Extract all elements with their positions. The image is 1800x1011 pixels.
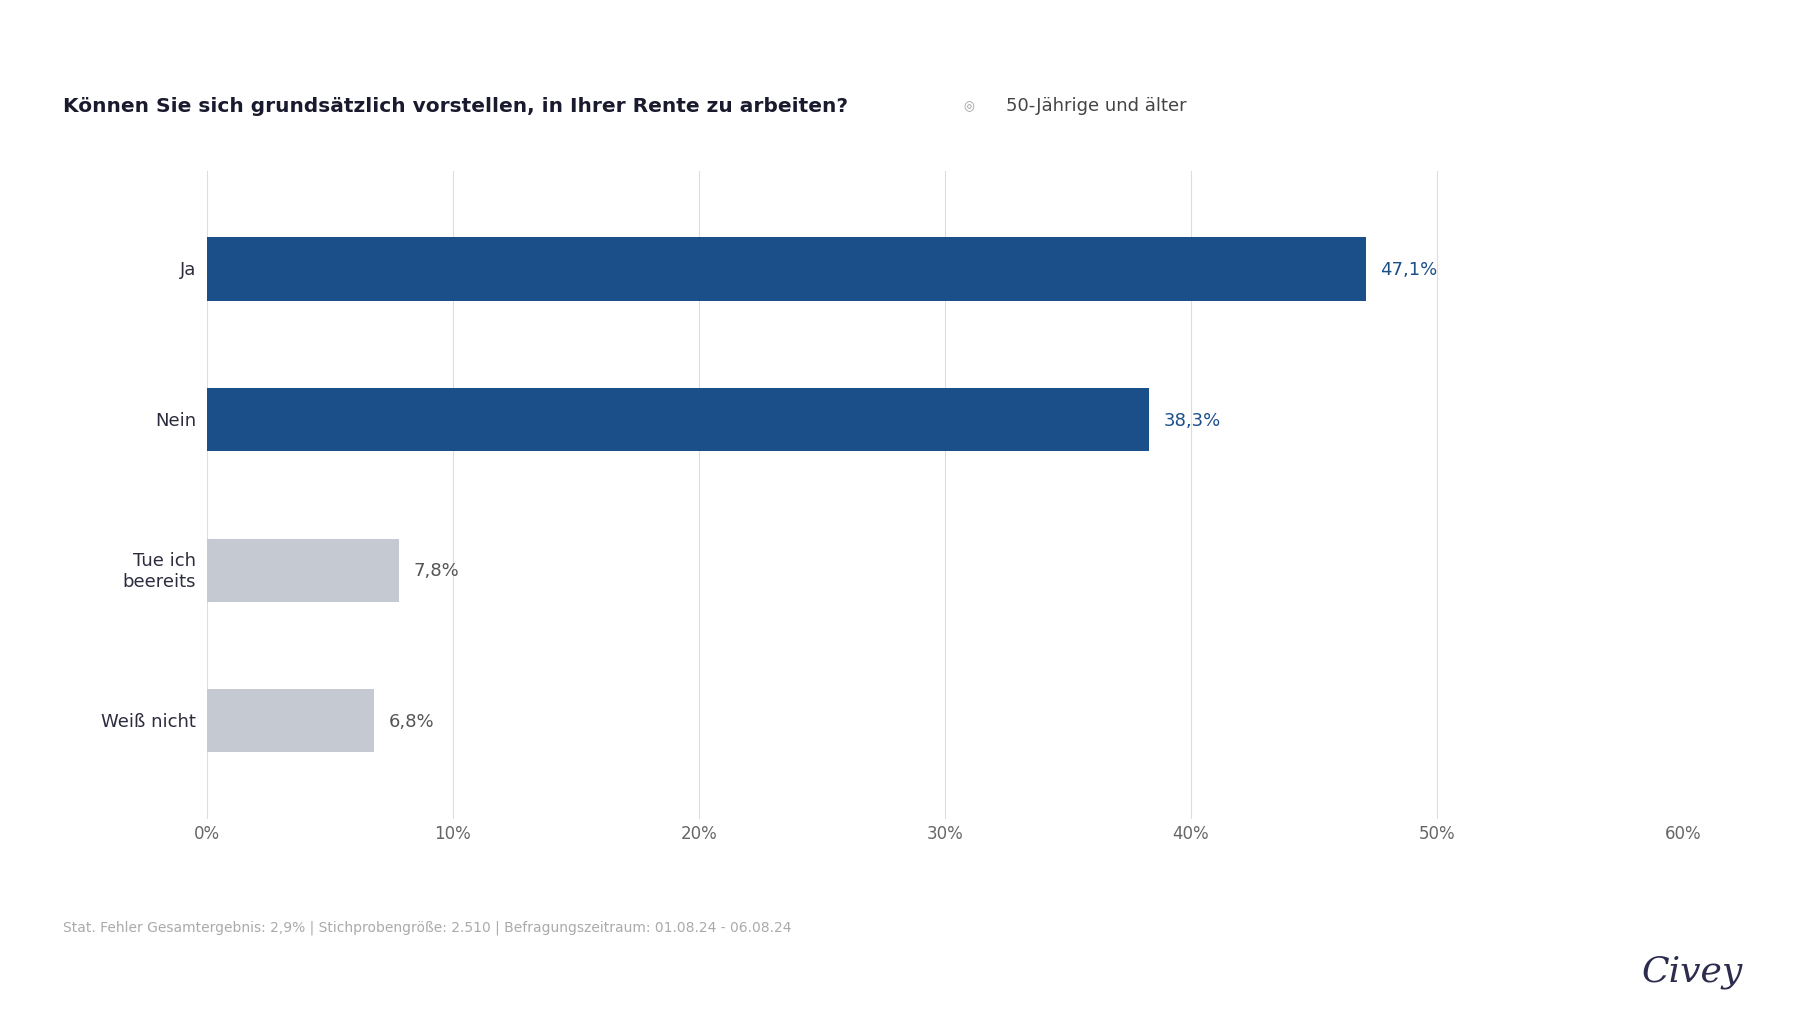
Text: 38,3%: 38,3% [1165,411,1220,429]
Bar [207,388,1148,452]
Text: 50-Jährige und älter: 50-Jährige und älter [1006,97,1186,115]
Text: Können Sie sich grundsätzlich vorstellen, in Ihrer Rente zu arbeiten?: Können Sie sich grundsätzlich vorstellen… [63,97,848,115]
Text: 6,8%: 6,8% [389,712,434,730]
Text: ◎: ◎ [963,100,974,112]
Text: Civey: Civey [1642,953,1742,988]
Text: 47,1%: 47,1% [1381,261,1438,279]
Bar [207,238,1366,301]
Text: Stat. Fehler Gesamtergebnis: 2,9% | Stichprobengröße: 2.510 | Befragungszeitraum: Stat. Fehler Gesamtergebnis: 2,9% | Stic… [63,920,792,934]
Bar [207,690,374,753]
Text: 7,8%: 7,8% [414,562,459,579]
Bar [207,539,400,603]
